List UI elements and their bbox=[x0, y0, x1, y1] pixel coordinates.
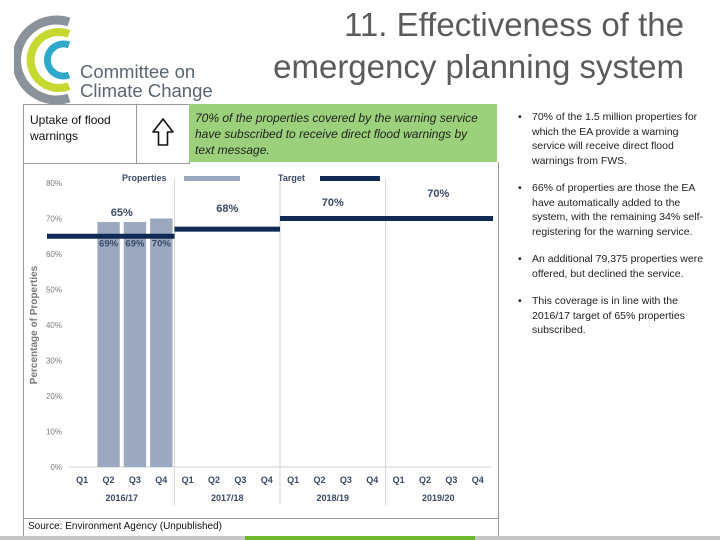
x-tick-label: Q4 bbox=[155, 475, 167, 485]
x-tick-label: Q4 bbox=[261, 475, 273, 485]
target-value-label: 70% bbox=[322, 197, 344, 209]
x-tick-label: Q1 bbox=[393, 475, 405, 485]
logo-text: Committee on Climate Change bbox=[80, 62, 213, 100]
chart-container: 0% 10% 20% 30% 40% 50% 60% 70% 80% Percentage of … bbox=[23, 162, 499, 540]
target-line-segment bbox=[47, 233, 175, 239]
year-label: 2019/20 bbox=[422, 493, 455, 503]
x-tick-label: Q4 bbox=[366, 475, 378, 485]
bullet-item: An additional 79,375 properties were off… bbox=[516, 252, 706, 281]
arrow-box bbox=[136, 104, 190, 164]
legend-label-target: Target bbox=[278, 173, 305, 183]
x-tick-label: Q2 bbox=[314, 475, 326, 485]
properties-bar bbox=[150, 218, 173, 467]
y-tick-label: 80% bbox=[46, 179, 62, 188]
properties-value-label: 69% bbox=[99, 238, 119, 249]
title-line2: emergency planning system bbox=[273, 48, 684, 85]
x-tick-label: Q3 bbox=[129, 475, 141, 485]
y-tick-label: 50% bbox=[46, 286, 62, 295]
y-tick-label: 10% bbox=[46, 428, 62, 437]
source-text: Source: Environment Agency (Unpublished) bbox=[28, 521, 222, 532]
y-axis-title: Percentage of Properties bbox=[29, 265, 40, 384]
y-tick-label: 30% bbox=[46, 357, 62, 366]
legend-swatch-target bbox=[320, 176, 380, 181]
y-tick-label: 0% bbox=[50, 463, 62, 472]
target-line-segment bbox=[174, 226, 280, 232]
bullet-item: 66% of properties are those the EA have … bbox=[516, 181, 706, 239]
properties-value-label: 69% bbox=[125, 238, 145, 249]
x-tick-label: Q1 bbox=[182, 475, 194, 485]
x-tick-label: Q1 bbox=[287, 475, 299, 485]
y-tick-label: 20% bbox=[46, 392, 62, 401]
ccc-logo: Committee on Climate Change bbox=[12, 14, 234, 105]
year-label: 2016/17 bbox=[105, 493, 138, 503]
source-box: Source: Environment Agency (Unpublished) bbox=[23, 518, 499, 538]
highlight-text: 70% of the properties covered by the war… bbox=[195, 111, 478, 157]
target-value-label: 65% bbox=[111, 207, 133, 219]
highlight-box: 70% of the properties covered by the war… bbox=[189, 104, 497, 162]
logo-rings bbox=[12, 15, 71, 105]
bottom-bar-right bbox=[475, 536, 720, 540]
logo-line2: Climate Change bbox=[80, 80, 213, 101]
title-line1: 11. Effectiveness of the bbox=[344, 6, 684, 43]
uptake-label-box: Uptake of flood warnings bbox=[23, 104, 137, 164]
x-tick-label: Q2 bbox=[419, 475, 431, 485]
bullet-item: 70% of the 1.5 million properties for wh… bbox=[516, 110, 706, 168]
uptake-label: Uptake of flood warnings bbox=[30, 113, 111, 143]
uptake-chart: 0% 10% 20% 30% 40% 50% 60% 70% 80% Percentage of … bbox=[29, 173, 493, 505]
x-tick-label: Q3 bbox=[234, 475, 246, 485]
x-tick-label: Q3 bbox=[340, 475, 352, 485]
legend-label-properties: Properties bbox=[122, 173, 167, 183]
slide-title: 11. Effectiveness of the emergency plann… bbox=[214, 4, 684, 88]
properties-bar bbox=[97, 222, 120, 467]
bottom-bar-middle bbox=[245, 536, 475, 540]
bottom-bar-left bbox=[0, 536, 245, 540]
target-line-segment bbox=[385, 216, 493, 221]
properties-bar bbox=[123, 222, 147, 467]
target-value-label: 70% bbox=[427, 188, 449, 200]
bullet-list: 70% of the 1.5 million properties for wh… bbox=[516, 110, 706, 351]
x-tick-label: Q2 bbox=[103, 475, 115, 485]
x-tick-label: Q3 bbox=[445, 475, 457, 485]
x-tick-label: Q2 bbox=[208, 475, 220, 485]
x-tick-label: Q4 bbox=[472, 475, 484, 485]
year-label: 2017/18 bbox=[211, 493, 244, 503]
properties-value-label: 70% bbox=[152, 238, 172, 249]
up-arrow-icon bbox=[152, 118, 174, 146]
y-tick-label: 70% bbox=[46, 215, 62, 224]
logo-line1: Committee on bbox=[80, 61, 196, 82]
legend-swatch-properties bbox=[184, 176, 240, 181]
y-tick-label: 60% bbox=[46, 250, 62, 259]
x-tick-label: Q1 bbox=[76, 475, 88, 485]
target-line-segment bbox=[280, 216, 386, 221]
bullet-item: This coverage is in line with the 2016/1… bbox=[516, 294, 706, 338]
year-label: 2018/19 bbox=[316, 493, 349, 503]
y-tick-label: 40% bbox=[46, 321, 62, 330]
target-value-label: 68% bbox=[216, 203, 238, 215]
